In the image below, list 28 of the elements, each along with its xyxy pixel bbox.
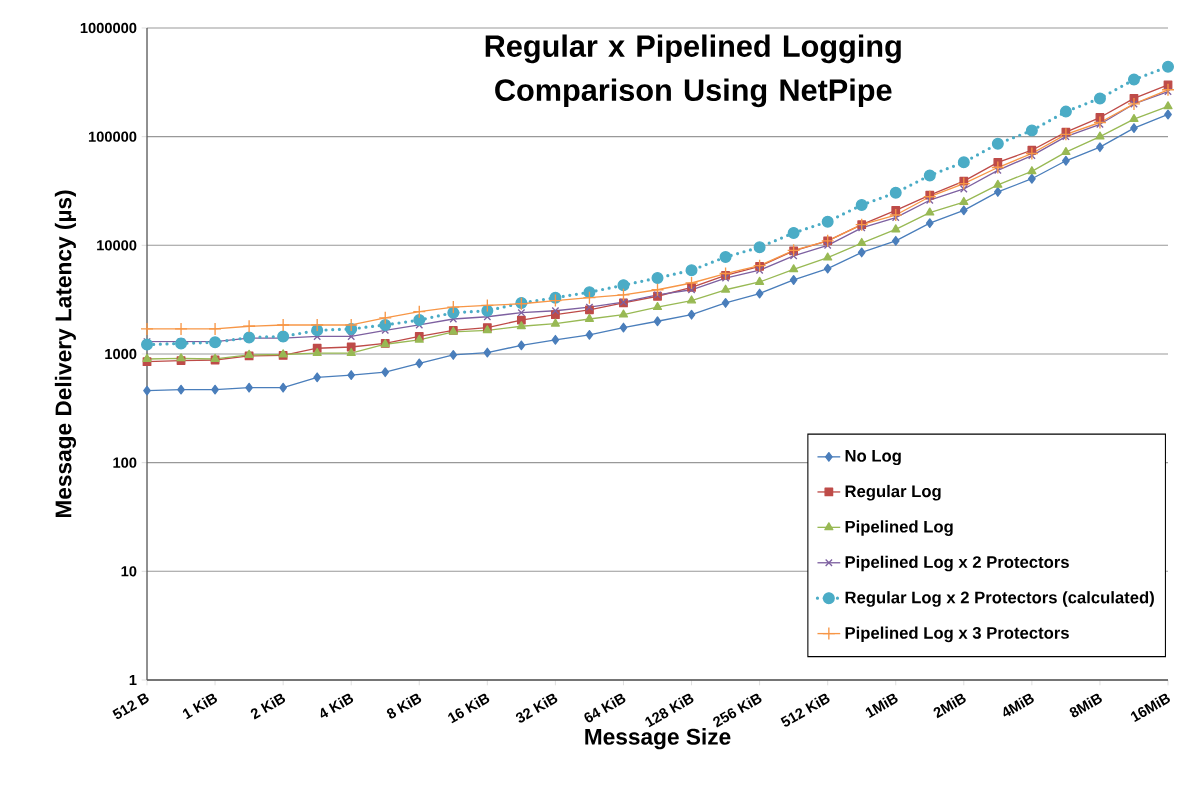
y-tick-label: 1 — [129, 674, 137, 686]
x-tick-label: 128 KiB — [645, 693, 694, 728]
x-tick-label: 4MiB — [1003, 693, 1034, 717]
legend-label: Pipelined Log x 2 Protectors — [845, 555, 1069, 572]
x-tick-label: 64 KiB — [584, 693, 626, 723]
x-tick-label: 512 B — [112, 693, 149, 719]
legend-label: Regular Log x 2 Protectors (calculated) — [845, 591, 1154, 607]
legend-label: Regular Log — [845, 484, 941, 501]
x-tick-label: 4 KiB — [320, 693, 354, 718]
legend-label: No Log — [845, 450, 901, 466]
x-tick-label: 256 KiB — [713, 693, 762, 728]
x-tick-label: 16 KiB — [448, 693, 490, 724]
y-tick-label: 100000 — [88, 131, 137, 142]
x-tick-label: 8 KiB — [386, 693, 422, 719]
legend-label: Pipelined Log x 3 Protectors — [845, 626, 1069, 643]
x-tick-label: 1 KiB — [182, 693, 218, 720]
x-axis-title: Message Size — [585, 728, 731, 750]
legend-label: Pipelined Log — [845, 520, 953, 536]
x-tick-label: 32 KiB — [515, 693, 558, 723]
y-tick-label: 10000 — [97, 240, 137, 251]
y-tick-label: 100 — [113, 457, 137, 468]
text: Regular x Pipelined Logging Comparison Using NetPipe — [485, 34, 901, 108]
y-tick-label: 1000 — [105, 348, 137, 360]
y-axis-title: Message Delivery Latency (µs) — [54, 190, 77, 518]
x-tick-label: 2 KiB — [250, 693, 286, 720]
x-tick-label: 512 KiB — [780, 693, 830, 727]
y-tick-label: 1000000 — [80, 22, 137, 34]
y-tick-label: 10 — [121, 566, 137, 577]
